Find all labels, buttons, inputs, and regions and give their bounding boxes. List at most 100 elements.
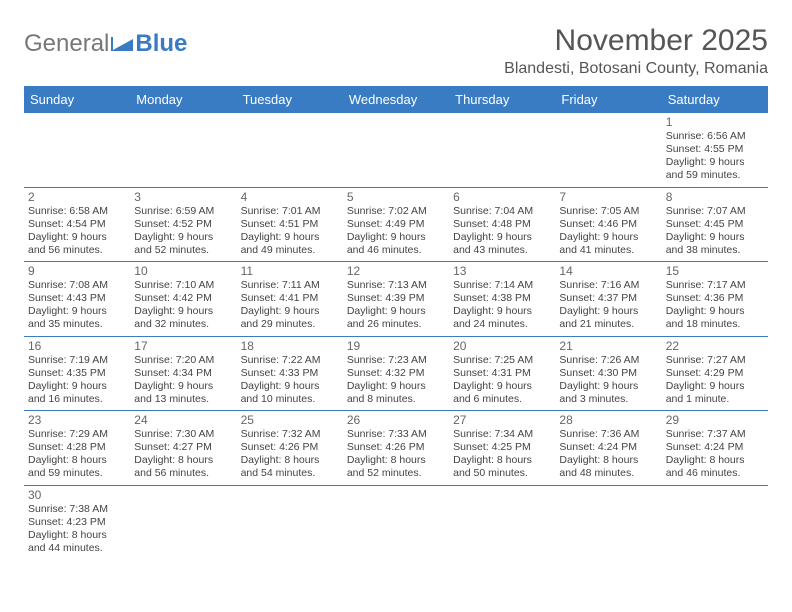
calendar-empty — [449, 113, 555, 187]
calendar-day: 24Sunrise: 7:30 AMSunset: 4:27 PMDayligh… — [130, 411, 236, 486]
daylight-text-2: and 52 minutes. — [134, 244, 232, 257]
calendar-week: 2Sunrise: 6:58 AMSunset: 4:54 PMDaylight… — [24, 187, 768, 262]
month-title: November 2025 — [504, 24, 768, 58]
sunset-text: Sunset: 4:48 PM — [453, 218, 551, 231]
daylight-text-2: and 3 minutes. — [559, 393, 657, 406]
sunset-text: Sunset: 4:54 PM — [28, 218, 126, 231]
sunset-text: Sunset: 4:45 PM — [666, 218, 764, 231]
sunset-text: Sunset: 4:27 PM — [134, 441, 232, 454]
sunset-text: Sunset: 4:42 PM — [134, 292, 232, 305]
calendar-empty — [130, 113, 236, 187]
daylight-text-2: and 35 minutes. — [28, 318, 126, 331]
sunset-text: Sunset: 4:24 PM — [666, 441, 764, 454]
sunrise-text: Sunrise: 7:07 AM — [666, 205, 764, 218]
calendar-week: 16Sunrise: 7:19 AMSunset: 4:35 PMDayligh… — [24, 336, 768, 411]
calendar-week: 9Sunrise: 7:08 AMSunset: 4:43 PMDaylight… — [24, 262, 768, 337]
sunrise-text: Sunrise: 7:38 AM — [28, 503, 126, 516]
daylight-text-1: Daylight: 9 hours — [347, 380, 445, 393]
sunset-text: Sunset: 4:43 PM — [28, 292, 126, 305]
day-header: Sunday — [24, 86, 130, 113]
calendar-day: 3Sunrise: 6:59 AMSunset: 4:52 PMDaylight… — [130, 187, 236, 262]
sunrise-text: Sunrise: 7:23 AM — [347, 354, 445, 367]
calendar-week: 1Sunrise: 6:56 AMSunset: 4:55 PMDaylight… — [24, 113, 768, 187]
calendar-day: 2Sunrise: 6:58 AMSunset: 4:54 PMDaylight… — [24, 187, 130, 262]
daylight-text-2: and 21 minutes. — [559, 318, 657, 331]
daylight-text-1: Daylight: 8 hours — [453, 454, 551, 467]
daylight-text-2: and 54 minutes. — [241, 467, 339, 480]
calendar-day: 1Sunrise: 6:56 AMSunset: 4:55 PMDaylight… — [662, 113, 768, 187]
calendar-day: 16Sunrise: 7:19 AMSunset: 4:35 PMDayligh… — [24, 336, 130, 411]
daylight-text-2: and 10 minutes. — [241, 393, 339, 406]
daylight-text-1: Daylight: 8 hours — [134, 454, 232, 467]
calendar-empty — [449, 485, 555, 559]
calendar-empty — [555, 485, 661, 559]
daylight-text-2: and 56 minutes. — [28, 244, 126, 257]
daylight-text-2: and 8 minutes. — [347, 393, 445, 406]
sunset-text: Sunset: 4:23 PM — [28, 516, 126, 529]
daylight-text-2: and 50 minutes. — [453, 467, 551, 480]
sunset-text: Sunset: 4:36 PM — [666, 292, 764, 305]
calendar-empty — [130, 485, 236, 559]
daylight-text-2: and 44 minutes. — [28, 542, 126, 555]
daylight-text-1: Daylight: 9 hours — [666, 156, 764, 169]
calendar-day: 13Sunrise: 7:14 AMSunset: 4:38 PMDayligh… — [449, 262, 555, 337]
daylight-text-2: and 13 minutes. — [134, 393, 232, 406]
daylight-text-1: Daylight: 9 hours — [134, 231, 232, 244]
calendar-day: 23Sunrise: 7:29 AMSunset: 4:28 PMDayligh… — [24, 411, 130, 486]
daylight-text-2: and 49 minutes. — [241, 244, 339, 257]
calendar-day: 11Sunrise: 7:11 AMSunset: 4:41 PMDayligh… — [237, 262, 343, 337]
sunset-text: Sunset: 4:46 PM — [559, 218, 657, 231]
daylight-text-2: and 59 minutes. — [28, 467, 126, 480]
daylight-text-1: Daylight: 9 hours — [347, 305, 445, 318]
sunset-text: Sunset: 4:24 PM — [559, 441, 657, 454]
sunset-text: Sunset: 4:38 PM — [453, 292, 551, 305]
day-number: 14 — [559, 264, 657, 278]
daylight-text-2: and 43 minutes. — [453, 244, 551, 257]
calendar-day: 8Sunrise: 7:07 AMSunset: 4:45 PMDaylight… — [662, 187, 768, 262]
day-number: 15 — [666, 264, 764, 278]
daylight-text-1: Daylight: 9 hours — [28, 231, 126, 244]
calendar-day: 4Sunrise: 7:01 AMSunset: 4:51 PMDaylight… — [237, 187, 343, 262]
daylight-text-1: Daylight: 9 hours — [559, 305, 657, 318]
day-header: Friday — [555, 86, 661, 113]
daylight-text-1: Daylight: 9 hours — [241, 305, 339, 318]
day-number: 27 — [453, 413, 551, 427]
day-number: 6 — [453, 190, 551, 204]
calendar-empty — [555, 113, 661, 187]
daylight-text-2: and 46 minutes. — [347, 244, 445, 257]
sunrise-text: Sunrise: 7:27 AM — [666, 354, 764, 367]
sunset-text: Sunset: 4:33 PM — [241, 367, 339, 380]
calendar-day: 10Sunrise: 7:10 AMSunset: 4:42 PMDayligh… — [130, 262, 236, 337]
day-number: 28 — [559, 413, 657, 427]
title-block: November 2025 Blandesti, Botosani County… — [504, 24, 768, 78]
daylight-text-1: Daylight: 9 hours — [666, 305, 764, 318]
day-number: 13 — [453, 264, 551, 278]
calendar-week: 23Sunrise: 7:29 AMSunset: 4:28 PMDayligh… — [24, 411, 768, 486]
calendar-day: 20Sunrise: 7:25 AMSunset: 4:31 PMDayligh… — [449, 336, 555, 411]
day-header: Thursday — [449, 86, 555, 113]
sunset-text: Sunset: 4:30 PM — [559, 367, 657, 380]
day-number: 17 — [134, 339, 232, 353]
logo-text-a: General — [24, 30, 109, 58]
daylight-text-1: Daylight: 9 hours — [28, 305, 126, 318]
sunset-text: Sunset: 4:52 PM — [134, 218, 232, 231]
page-header: General Blue November 2025 Blandesti, Bo… — [24, 24, 768, 78]
calendar-day: 15Sunrise: 7:17 AMSunset: 4:36 PMDayligh… — [662, 262, 768, 337]
sunset-text: Sunset: 4:31 PM — [453, 367, 551, 380]
day-header-row: SundayMondayTuesdayWednesdayThursdayFrid… — [24, 86, 768, 113]
daylight-text-1: Daylight: 9 hours — [559, 231, 657, 244]
day-number: 24 — [134, 413, 232, 427]
sunrise-text: Sunrise: 7:37 AM — [666, 428, 764, 441]
sunrise-text: Sunrise: 7:20 AM — [134, 354, 232, 367]
calendar-day: 9Sunrise: 7:08 AMSunset: 4:43 PMDaylight… — [24, 262, 130, 337]
day-number: 21 — [559, 339, 657, 353]
daylight-text-1: Daylight: 8 hours — [666, 454, 764, 467]
day-number: 19 — [347, 339, 445, 353]
day-number: 2 — [28, 190, 126, 204]
daylight-text-1: Daylight: 8 hours — [559, 454, 657, 467]
day-header: Saturday — [662, 86, 768, 113]
day-number: 7 — [559, 190, 657, 204]
day-number: 23 — [28, 413, 126, 427]
daylight-text-1: Daylight: 9 hours — [453, 305, 551, 318]
calendar-day: 6Sunrise: 7:04 AMSunset: 4:48 PMDaylight… — [449, 187, 555, 262]
